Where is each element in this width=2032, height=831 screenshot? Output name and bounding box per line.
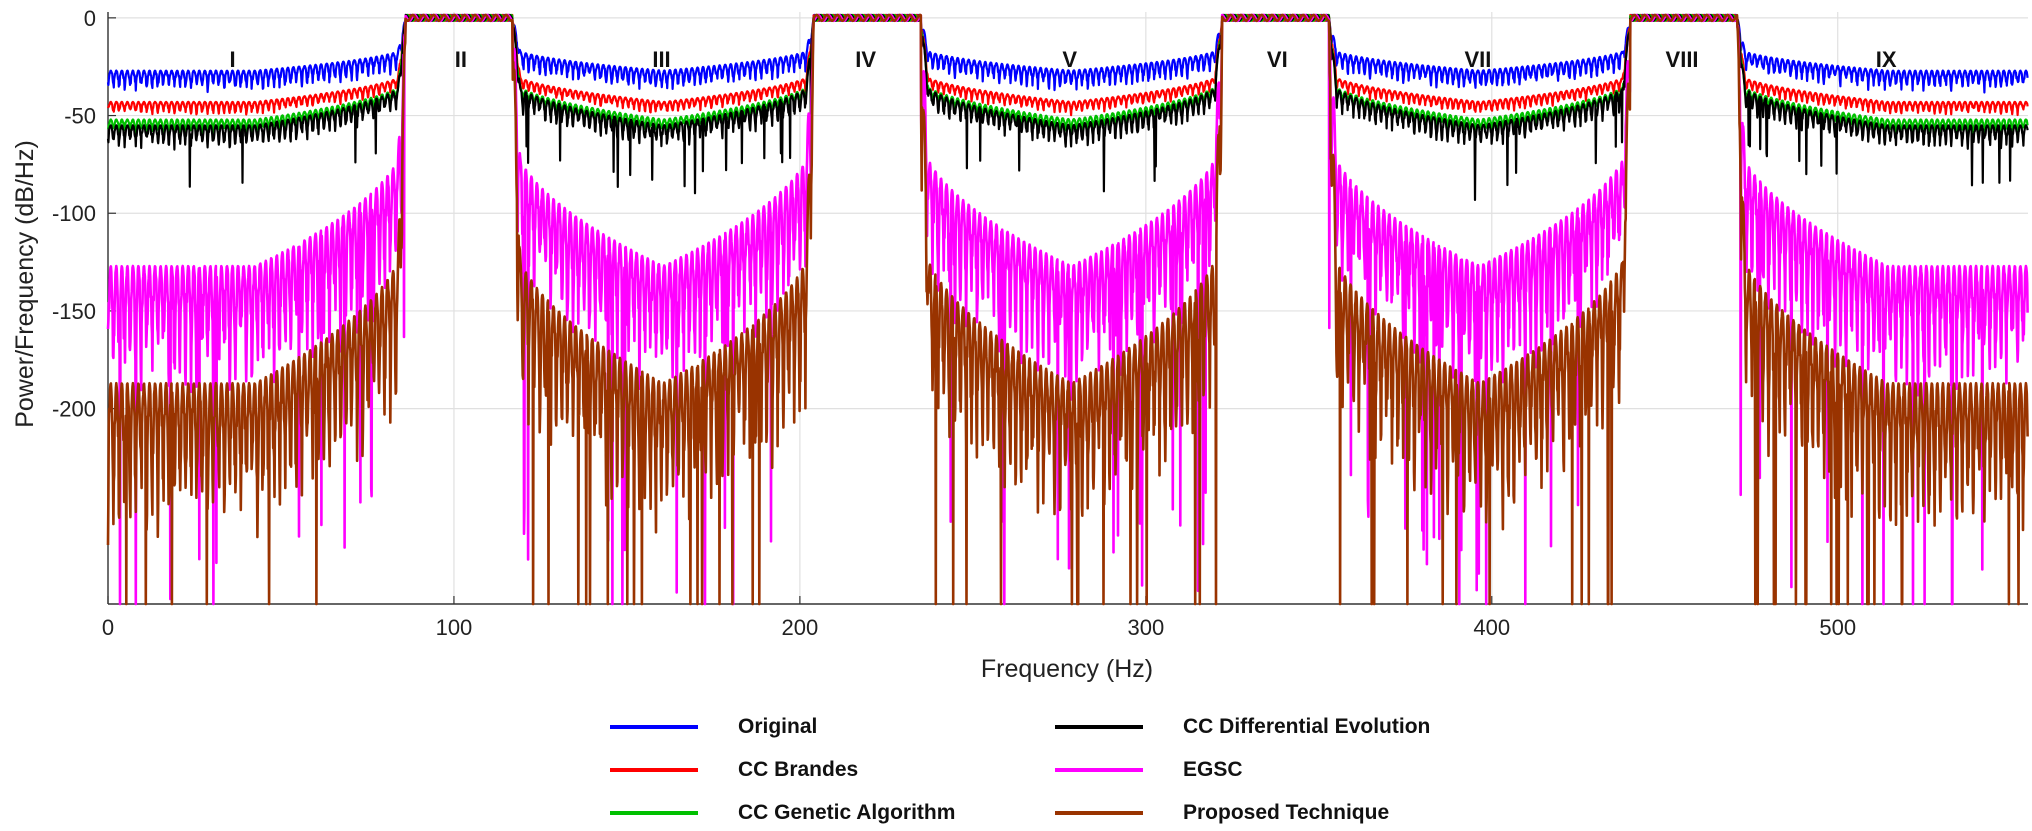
series-lines [106,13,2029,606]
legend-item-egsc: EGSC [1055,752,1243,788]
legend-label-egsc: EGSC [1183,758,1243,781]
legend-item-original: Original [610,709,817,745]
legend-swatch-cc-brandes [610,768,698,772]
legend-label-proposed-technique: Proposed Technique [1183,801,1390,824]
x-tick-label: 400 [1473,615,1510,640]
legend-item-cc-brandes: CC Brandes [610,752,858,788]
x-axis-title: Frequency (Hz) [981,655,1153,683]
y-tick-label: -50 [64,104,96,129]
legend-item-cc-genetic-algorithm: CC Genetic Algorithm [610,795,955,831]
y-tick-label: -200 [52,397,96,422]
region-label-i: I [229,47,235,72]
region-label-ix: IX [1876,47,1897,72]
legend-swatch-cc-differential-evolution [1055,725,1143,729]
legend-label-cc-differential-evolution: CC Differential Evolution [1183,715,1431,738]
legend-swatch-proposed-technique [1055,811,1143,815]
region-label-iv: IV [855,47,876,72]
legend-item-proposed-technique: Proposed Technique [1055,795,1389,831]
y-tick-label: 0 [84,6,96,31]
psd-chart: I II III IV V VI VII VIII IX 0 100 200 300 400 5000-5… [11,6,2029,683]
legend-label-cc-brandes: CC Brandes [738,758,859,781]
series-line-proposed-technique [106,13,2029,606]
legend-label-original: Original [738,715,818,738]
x-tick-label: 200 [782,615,819,640]
y-tick-label: -100 [52,201,96,226]
region-label-vii: VII [1464,47,1491,72]
legend-swatch-original [610,725,698,729]
legend-item-cc-differential-evolution: CC Differential Evolution [1055,709,1430,745]
x-tick-label: 500 [1819,615,1856,640]
region-label-v: V [1062,47,1077,72]
region-label-ii: II [455,47,467,72]
legend-swatch-cc-genetic-algorithm [610,811,698,815]
y-axis-title: Power/Frequency (dB/Hz) [11,140,39,428]
x-tick-label: 300 [1127,615,1164,640]
region-label-viii: VIII [1666,47,1699,72]
legend: Original CC Brandes CC Genetic Algorithm… [0,700,2032,829]
x-tick-label: 0 [102,615,114,640]
legend-label-cc-genetic-algorithm: CC Genetic Algorithm [738,801,956,824]
region-label-iii: III [652,47,670,72]
region-labels: I II III IV V VI VII VIII IX [229,47,1896,72]
x-tick-label: 100 [436,615,473,640]
legend-swatch-egsc [1055,768,1143,772]
tick-labels: 0 100 200 300 400 500 0 -50 -100 -150 -200 [52,6,1856,640]
region-label-vi: VI [1267,47,1288,72]
y-tick-label: -150 [52,299,96,324]
